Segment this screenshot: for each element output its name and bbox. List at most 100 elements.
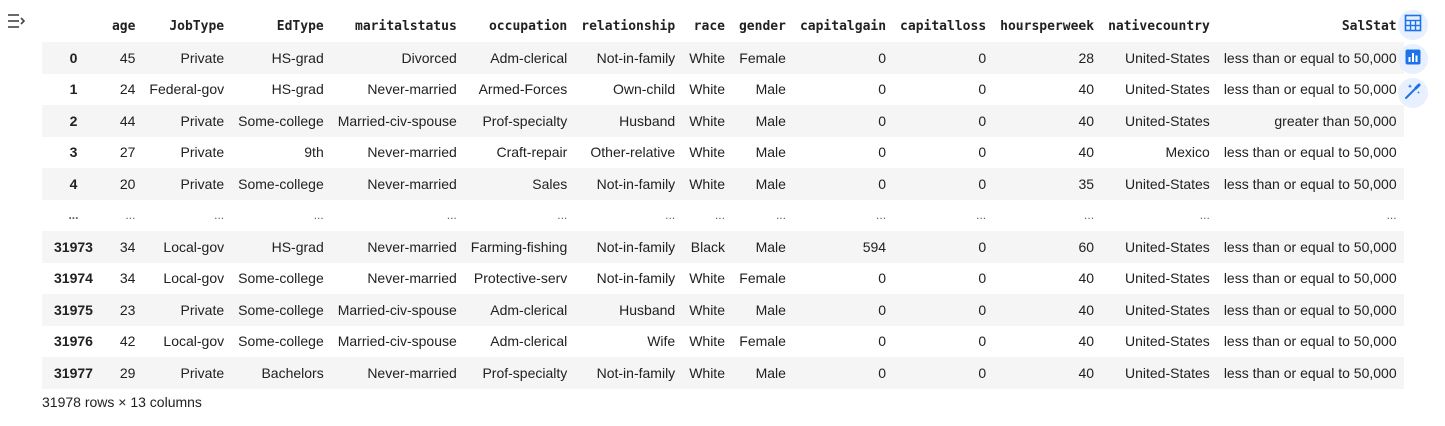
table-cell: Prof-specialty [482,364,568,381]
table-cell: Never-married [367,270,457,287]
table-cell: Private [180,301,225,318]
table-cell: 0 [978,301,987,318]
table-cell: ... [313,208,324,223]
generate-code-button[interactable] [1398,78,1428,108]
table-cell: Craft-repair [496,144,568,161]
table-cell: 0 [978,333,987,350]
table-cell: 0 [878,301,887,318]
table-cell: Bachelors [261,364,324,381]
table-cell: 594 [862,238,887,255]
table-row: 31973 34 Local-gov HS-grad Never-married Farm… [42,231,1404,263]
table-cell: 24 [119,81,136,98]
table-cell: ... [557,208,568,223]
table-cell: Local-gov [163,238,225,255]
table-cell: less than or equal to 50,000 [1223,270,1397,287]
table-cell: White [689,144,725,161]
dataframe-actions [1398,10,1428,108]
table-cell: White [689,49,725,66]
table-cell: Divorced [401,49,457,66]
table-cell: 0 [978,364,987,381]
table-cell: 40 [1078,112,1095,129]
table-cell: Male [755,301,786,318]
row-index: 4 [69,175,78,192]
table-cell: Male [755,175,786,192]
table-cell: Wife [647,333,676,350]
table-cell: Male [755,112,786,129]
output-toggle-icon[interactable] [6,10,28,32]
row-index: 31975 [54,301,93,318]
table-cell: 9th [304,144,324,161]
table-cell: Never-married [367,144,457,161]
table-cell: 34 [119,270,136,287]
table-row: 1 24 Federal-gov HS-grad Never-married Armed-… [42,74,1404,106]
column-header: age [111,18,136,34]
table-cell: White [689,301,725,318]
table-cell: 0 [978,144,987,161]
table-cell: less than or equal to 50,000 [1223,333,1397,350]
table-cell: ... [214,208,225,223]
table-cell: 0 [978,81,987,98]
convert-to-interactive-table-button[interactable] [1398,10,1428,40]
table-cell: greater than 50,000 [1274,112,1397,129]
row-index: 1 [69,81,78,98]
table-cell: ... [1199,208,1210,223]
table-cell: Some-college [238,333,324,350]
table-cell: 60 [1078,238,1095,255]
table-cell: Male [755,238,786,255]
table-cell: less than or equal to 50,000 [1223,364,1397,381]
table-cell: 40 [1078,333,1095,350]
table-cell: Federal-gov [149,81,225,98]
table-cell: White [689,270,725,287]
table-row: 31975 23 Private Some-college Married-civ-sp… [42,294,1404,326]
table-row: 31977 29 Private Bachelors Never-married Prof… [42,357,1404,389]
table-cell: 0 [978,49,987,66]
table-cell: less than or equal to 50,000 [1223,301,1397,318]
table-cell: Some-college [238,112,324,129]
table-cell: less than or equal to 50,000 [1223,49,1397,66]
table-cell: Private [180,175,225,192]
table-cell: Farming-fishing [470,238,568,255]
table-cell: Married-civ-spouse [337,301,457,318]
table-cell: Protective-serv [473,270,568,287]
table-cell: Not-in-family [596,364,676,381]
column-header: SalStat [1341,18,1397,34]
table-cell: United-States [1124,112,1210,129]
column-header: gender [738,18,786,34]
table-cell: 20 [119,175,136,192]
table-cell: United-States [1124,270,1210,287]
table-cell: 0 [978,175,987,192]
table-cell: Private [180,112,225,129]
table-cell: ... [876,208,887,223]
table-header: age JobType EdType maritalstatus occupation r… [42,10,1404,42]
table-cell: 0 [878,270,887,287]
table-cell: Female [739,270,786,287]
table-cell: 40 [1078,364,1095,381]
table-cell: ... [125,208,136,223]
table-body: 0 45 Private HS-grad Divorced Adm-clerical Not… [42,42,1404,389]
table-cell: Local-gov [163,333,225,350]
table-cell: Never-married [367,175,457,192]
column-header: EdType [276,18,324,34]
table-cell: 0 [878,333,887,350]
column-header: JobType [169,18,225,34]
table-cell: White [689,333,725,350]
table-cell: United-States [1124,238,1210,255]
table-cell: Not-in-family [596,270,676,287]
table-cell: ... [1386,208,1397,223]
table-cell: Adm-clerical [490,333,568,350]
table-cell: United-States [1124,175,1210,192]
table-cell: Some-college [238,175,324,192]
table-cell: Prof-specialty [482,112,568,129]
table-cell: United-States [1124,49,1210,66]
table-icon [1404,14,1422,37]
row-index: 2 [69,112,78,129]
table-cell: Not-in-family [596,238,676,255]
table-cell: 23 [119,301,136,318]
table-cell: Mexico [1165,144,1210,161]
table-cell: HS-grad [271,81,324,98]
suggest-charts-button[interactable] [1398,44,1428,74]
table-row: 3 27 Private 9th Never-married Craft-repair Ot… [42,137,1404,169]
column-header: occupation [488,18,568,34]
column-header: relationship [581,18,676,34]
table-row: 31976 42 Local-gov Some-college Married-civ-… [42,326,1404,358]
